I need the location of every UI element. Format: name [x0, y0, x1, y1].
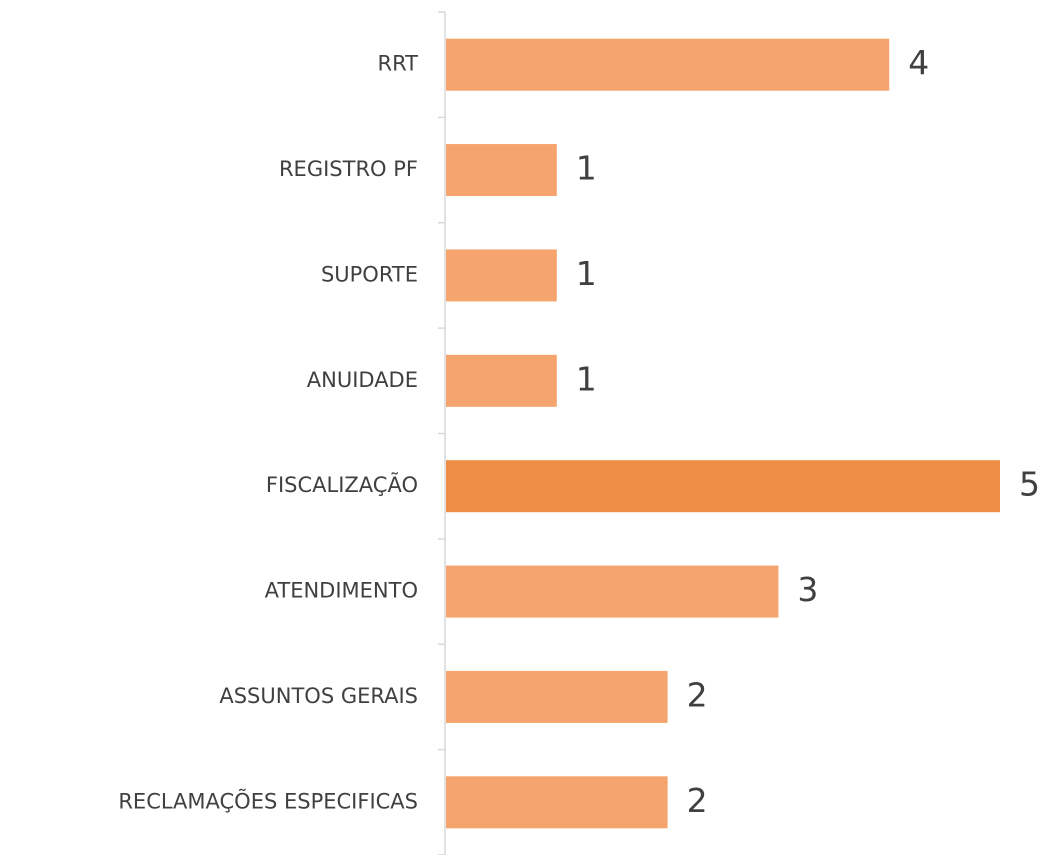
category-label: ASSUNTOS GERAIS — [219, 684, 418, 708]
value-label: 1 — [576, 359, 597, 398]
bar — [446, 670, 668, 723]
bar — [446, 776, 668, 829]
category-label: RRT — [378, 52, 419, 76]
value-label: 2 — [687, 675, 708, 714]
bar — [446, 249, 557, 302]
bar — [446, 460, 1000, 513]
category-label: RECLAMAÇÕES ESPECIFICAS — [118, 787, 418, 813]
bar — [446, 144, 557, 197]
category-label: FISCALIZAÇÃO — [266, 471, 418, 497]
value-label: 1 — [576, 254, 597, 293]
category-label: ANUIDADE — [307, 368, 418, 392]
category-label: SUPORTE — [321, 262, 418, 286]
value-label: 2 — [687, 781, 708, 820]
value-label: 1 — [576, 149, 597, 188]
bar — [446, 38, 890, 91]
value-label: 3 — [797, 570, 818, 609]
category-label: REGISTRO PF — [279, 157, 418, 181]
bar — [446, 354, 557, 407]
value-label: 4 — [908, 43, 929, 82]
bar — [446, 565, 779, 618]
value-label: 5 — [1019, 465, 1040, 504]
category-label: ATENDIMENTO — [265, 579, 418, 603]
